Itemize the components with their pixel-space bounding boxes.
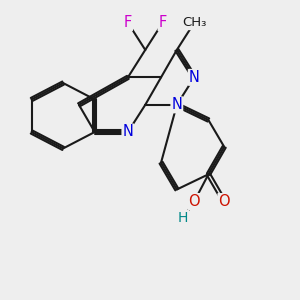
Text: F: F xyxy=(158,15,167,30)
Text: O: O xyxy=(218,194,230,209)
Text: N: N xyxy=(122,124,133,140)
Text: N: N xyxy=(189,70,200,85)
Text: H: H xyxy=(178,211,188,225)
Text: O: O xyxy=(188,194,200,209)
Text: F: F xyxy=(124,15,132,30)
Text: CH₃: CH₃ xyxy=(182,16,206,29)
Text: N: N xyxy=(171,97,182,112)
